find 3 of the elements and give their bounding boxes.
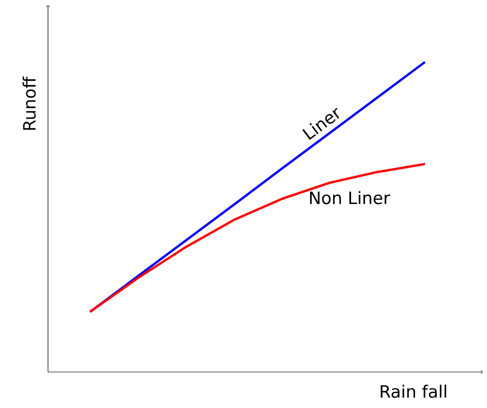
series-label: Non Liner xyxy=(310,191,390,204)
y-axis-title: Runoff xyxy=(22,76,36,130)
x-axis-title: Rain fall xyxy=(380,384,446,398)
